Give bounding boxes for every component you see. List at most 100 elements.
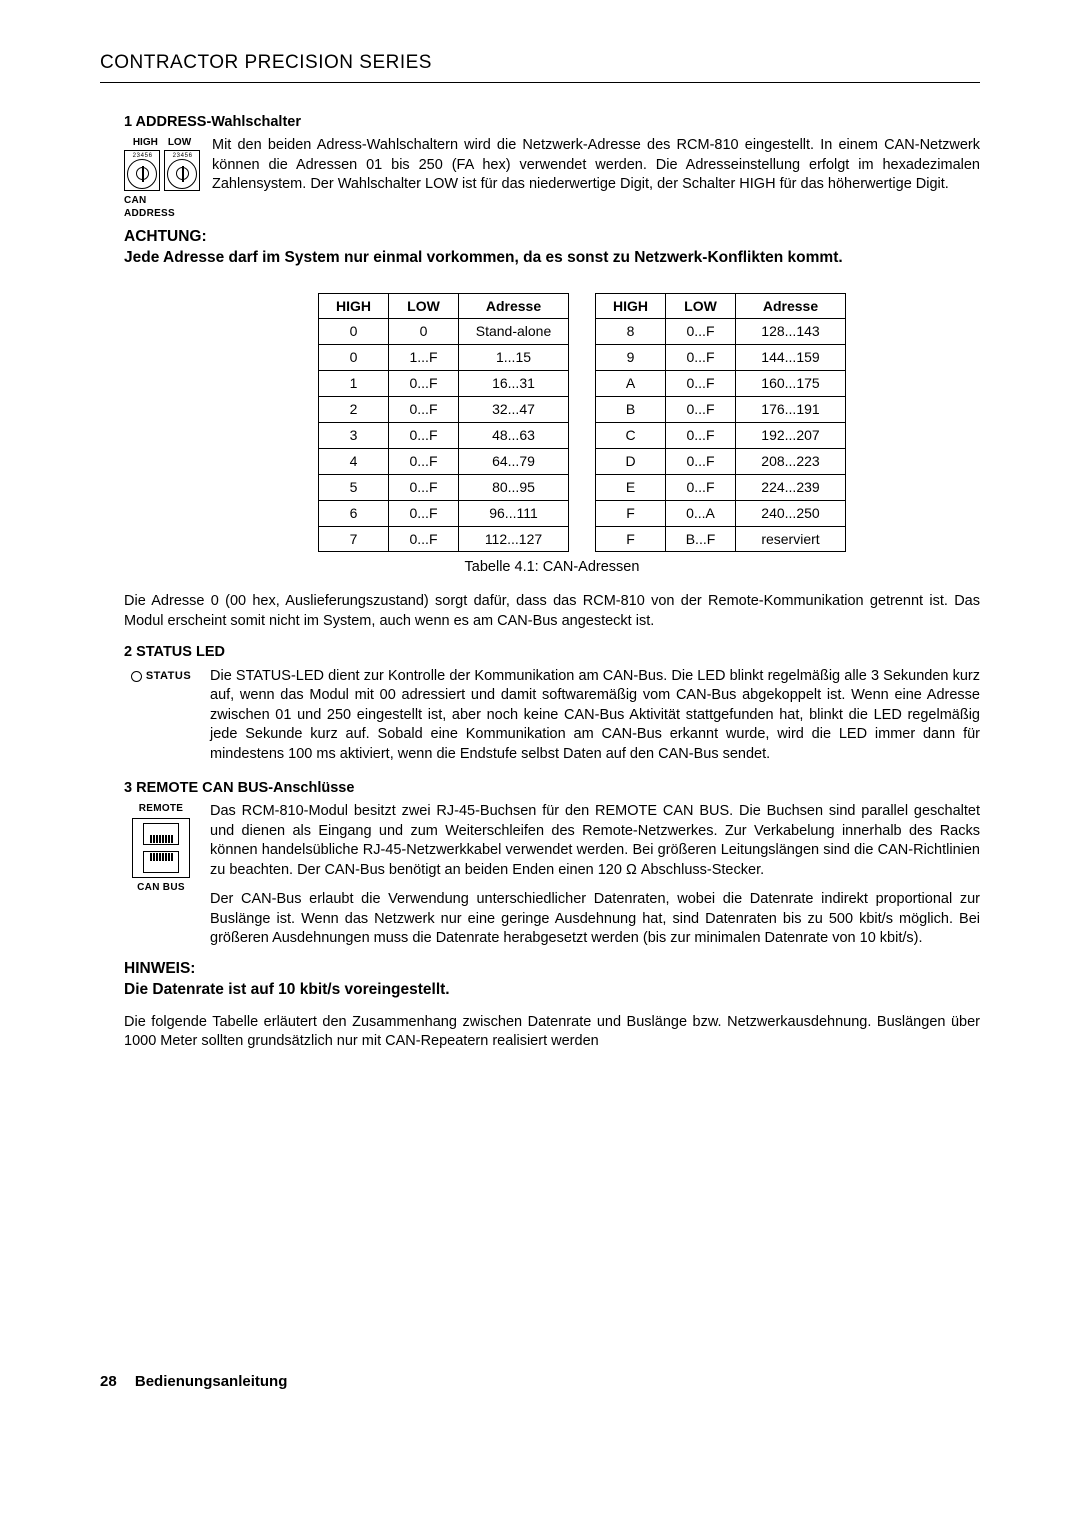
section3-title: 3 REMOTE CAN BUS-Anschlüsse	[124, 779, 980, 799]
table-cell: F	[596, 526, 666, 552]
table-cell: 1...15	[459, 345, 569, 371]
section2-body: Die STATUS-LED dient zur Kontrolle der K…	[210, 667, 980, 765]
page-number: 28	[100, 1372, 117, 1392]
table-cell: 160...175	[736, 371, 846, 397]
table-cell: 1...F	[389, 345, 459, 371]
table-row: 00Stand-alone	[319, 319, 569, 345]
after-table-paragraph: Die Adresse 0 (00 hex, Auslieferungszust…	[124, 592, 980, 631]
address-table-left: HIGH LOW Adresse 00Stand-alone01...F1...…	[318, 293, 569, 553]
table-cell: 0	[319, 319, 389, 345]
table-cell: 0...F	[666, 423, 736, 449]
table-cell: reserviert	[736, 526, 846, 552]
table-cell: 0	[389, 319, 459, 345]
table-row: A0...F160...175	[596, 371, 846, 397]
table-cell: 48...63	[459, 423, 569, 449]
table-row: 01...F1...15	[319, 345, 569, 371]
table-cell: 9	[596, 345, 666, 371]
table-row: C0...F192...207	[596, 423, 846, 449]
address-table-right: HIGH LOW Adresse 80...F128...14390...F14…	[595, 293, 846, 553]
table-cell: 64...79	[459, 448, 569, 474]
section3-p1: Das RCM-810-Modul besitzt zwei RJ-45-Buc…	[210, 802, 980, 880]
achtung-body: Jede Adresse darf im System nur einmal v…	[124, 248, 980, 269]
section2-title: 2 STATUS LED	[124, 643, 980, 663]
page-footer: 28 Bedienungsanleitung	[100, 1372, 980, 1392]
table-cell: 0...F	[666, 474, 736, 500]
status-led-icon: STATUS	[124, 667, 198, 684]
table-row: 50...F80...95	[319, 474, 569, 500]
table-cell: 112...127	[459, 526, 569, 552]
table-cell: 0...F	[389, 500, 459, 526]
table-row: 60...F96...111	[319, 500, 569, 526]
th-high: HIGH	[319, 293, 389, 319]
table-row: 30...F48...63	[319, 423, 569, 449]
section3-body: Das RCM-810-Modul besitzt zwei RJ-45-Buc…	[210, 802, 980, 949]
table-cell: 0...F	[389, 423, 459, 449]
achtung-block: ACHTUNG: Jede Adresse darf im System nur…	[124, 227, 980, 269]
table-row: FB...Freserviert	[596, 526, 846, 552]
page-content: 1 ADDRESS-Wahlschalter HIGH LOW 2 3 4 5 …	[100, 113, 980, 1052]
table-row: 70...F112...127	[319, 526, 569, 552]
table-row: B0...F176...191	[596, 397, 846, 423]
table-cell: 2	[319, 397, 389, 423]
table-cell: 176...191	[736, 397, 846, 423]
table-cell: 224...239	[736, 474, 846, 500]
table-cell: 0	[319, 345, 389, 371]
table-cell: 0...F	[389, 474, 459, 500]
table-row: E0...F224...239	[596, 474, 846, 500]
table-cell: 0...A	[666, 500, 736, 526]
rj45-port-icon	[143, 851, 179, 873]
table-row: D0...F208...223	[596, 448, 846, 474]
table-caption: Tabelle 4.1: CAN-Adressen	[124, 558, 980, 578]
table-cell: 8	[596, 319, 666, 345]
table-cell: B	[596, 397, 666, 423]
table-cell: Stand-alone	[459, 319, 569, 345]
hinweis-body: Die Datenrate ist auf 10 kbit/s voreinge…	[124, 980, 980, 1001]
table-cell: E	[596, 474, 666, 500]
section1-title: 1 ADDRESS-Wahlschalter	[124, 113, 980, 133]
table-cell: 208...223	[736, 448, 846, 474]
page-header: CONTRACTOR PRECISION SERIES	[100, 50, 980, 83]
section1-row: HIGH LOW 2 3 4 5 6 2 3 4 5 6 CAN ADDRESS…	[124, 136, 980, 221]
table-cell: 0...F	[389, 526, 459, 552]
table-cell: B...F	[666, 526, 736, 552]
table-cell: 240...250	[736, 500, 846, 526]
table-cell: 1	[319, 371, 389, 397]
address-tables: HIGH LOW Adresse 00Stand-alone01...F1...…	[124, 293, 980, 553]
table-cell: 32...47	[459, 397, 569, 423]
table-cell: 0...F	[666, 448, 736, 474]
dial-low-label: LOW	[168, 136, 191, 150]
achtung-title: ACHTUNG:	[124, 227, 980, 248]
th-high: HIGH	[596, 293, 666, 319]
can-address-label: CAN ADDRESS	[124, 194, 200, 221]
table-cell: 0...F	[389, 371, 459, 397]
table-cell: 6	[319, 500, 389, 526]
hinweis-title: HINWEIS:	[124, 959, 980, 980]
table-row: 90...F144...159	[596, 345, 846, 371]
table-cell: F	[596, 500, 666, 526]
table-cell: 4	[319, 448, 389, 474]
remote-label: REMOTE	[139, 802, 184, 816]
table-cell: 128...143	[736, 319, 846, 345]
table-row: F0...A240...250	[596, 500, 846, 526]
table-cell: 96...111	[459, 500, 569, 526]
th-adresse: Adresse	[736, 293, 846, 319]
table-cell: C	[596, 423, 666, 449]
remote-canbus-icon: REMOTE CAN BUS	[124, 802, 198, 894]
section3-row: REMOTE CAN BUS Das RCM-810-Modul besitzt…	[124, 802, 980, 949]
section2-row: STATUS Die STATUS-LED dient zur Kontroll…	[124, 667, 980, 765]
table-row: 40...F64...79	[319, 448, 569, 474]
canbus-label: CAN BUS	[137, 881, 185, 895]
closing-paragraph: Die folgende Tabelle erläutert den Zusam…	[124, 1013, 980, 1052]
table-cell: 0...F	[389, 448, 459, 474]
footer-label: Bedienungsanleitung	[135, 1373, 288, 1390]
table-cell: 0...F	[389, 397, 459, 423]
table-cell: 0...F	[666, 371, 736, 397]
status-circle-icon	[131, 671, 142, 682]
th-adresse: Adresse	[459, 293, 569, 319]
th-low: LOW	[389, 293, 459, 319]
table-cell: 80...95	[459, 474, 569, 500]
table-cell: 144...159	[736, 345, 846, 371]
table-cell: D	[596, 448, 666, 474]
table-cell: 5	[319, 474, 389, 500]
table-cell: 7	[319, 526, 389, 552]
